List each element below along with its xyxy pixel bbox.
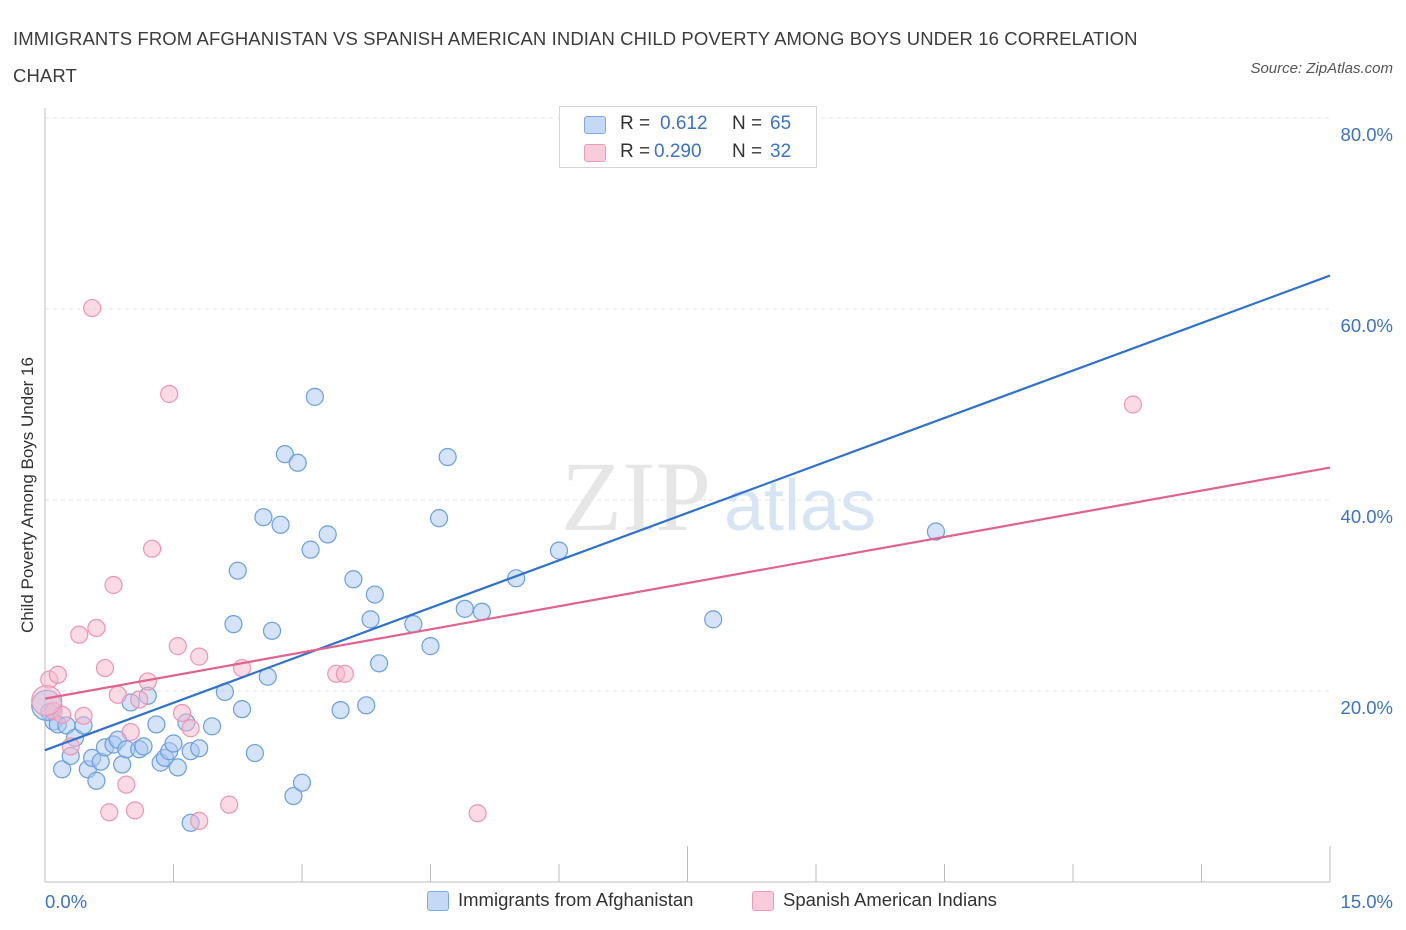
point-spanish-american-indians: [48, 665, 67, 684]
point-afghanistan: [245, 743, 264, 763]
point-spanish-american-indians: [190, 647, 209, 666]
point-spanish-american-indians: [31, 684, 63, 717]
x-tick-label-min: 0.0%: [45, 891, 87, 912]
stats-box: R = 0.612 N = 65 R = 0.290 N = 32: [559, 106, 817, 168]
point-afghanistan: [455, 599, 474, 618]
stats-r-label: R =: [620, 113, 651, 134]
point-afghanistan: [331, 700, 350, 720]
tick-labels: 20.0% 40.0% 60.0% 80.0% 0.0% 15.0%: [45, 124, 1393, 912]
stats-r-value: 0.612: [660, 113, 708, 134]
trend-line-spanish-american-indians: [44, 466, 1331, 700]
point-afghanistan: [284, 786, 303, 806]
legend-label: Spanish American Indians: [783, 889, 997, 910]
stats-n-value: 65: [770, 113, 792, 134]
point-spanish-american-indians: [83, 298, 102, 318]
point-afghanistan: [288, 453, 307, 472]
stats-swatch-afghanistan: [584, 116, 606, 134]
point-afghanistan: [147, 715, 166, 734]
point-afghanistan: [549, 541, 569, 560]
chart-title: IMMIGRANTS FROM AFGHANISTAN VS SPANISH A…: [13, 28, 1138, 86]
point-spanish-american-indians: [172, 703, 192, 723]
point-spanish-american-indians: [100, 803, 119, 822]
stats-n-value: 32: [770, 141, 792, 162]
point-spanish-american-indians: [181, 719, 200, 738]
stats-swatch-spanish-american-indians: [584, 144, 606, 162]
point-afghanistan: [344, 570, 363, 589]
watermark: ZIP atlas: [561, 441, 876, 552]
point-spanish-american-indians: [1123, 395, 1143, 414]
point-spanish-american-indians: [168, 637, 187, 656]
point-afghanistan: [271, 515, 290, 534]
point-spanish-american-indians: [125, 801, 145, 820]
point-afghanistan: [429, 509, 449, 528]
axes: [44, 108, 1331, 883]
point-afghanistan: [305, 387, 324, 406]
point-spanish-american-indians: [142, 539, 162, 558]
stats-r-label: R =: [620, 141, 651, 162]
point-afghanistan: [421, 637, 440, 656]
legend-label: Immigrants from Afghanistan: [458, 889, 694, 910]
point-spanish-american-indians: [335, 664, 354, 683]
point-spanish-american-indians: [87, 618, 106, 638]
point-afghanistan: [164, 734, 183, 753]
point-afghanistan: [53, 760, 72, 779]
y-tick-label: 80.0%: [1341, 124, 1393, 145]
point-afghanistan: [370, 654, 389, 673]
point-afghanistan: [254, 508, 273, 527]
point-spanish-american-indians: [160, 384, 179, 404]
legend-swatch-afghanistan: [427, 891, 449, 911]
point-afghanistan: [168, 758, 187, 777]
point-afghanistan: [357, 696, 376, 715]
point-afghanistan: [318, 525, 337, 544]
point-afghanistan: [228, 561, 247, 580]
point-afghanistan: [224, 615, 243, 634]
point-spanish-american-indians: [220, 795, 239, 814]
point-afghanistan: [232, 700, 252, 719]
watermark-atlas: atlas: [724, 466, 876, 546]
y-tick-label: 40.0%: [1341, 506, 1393, 527]
data-points: [31, 298, 1143, 832]
point-spanish-american-indians: [130, 690, 149, 709]
point-afghanistan: [704, 610, 723, 629]
y-tick-label: 20.0%: [1341, 697, 1393, 718]
point-afghanistan: [292, 773, 312, 792]
point-afghanistan: [301, 540, 320, 559]
point-afghanistan: [404, 615, 423, 634]
point-afghanistan: [134, 737, 153, 756]
point-afghanistan: [112, 755, 132, 774]
point-spanish-american-indians: [108, 685, 127, 704]
point-afghanistan: [365, 585, 384, 604]
y-tick-label: 60.0%: [1341, 315, 1393, 336]
x-tick-label-max: 15.0%: [1341, 891, 1393, 912]
point-afghanistan: [926, 522, 946, 541]
source-label: Source: ZipAtlas.com: [1250, 60, 1393, 77]
point-spanish-american-indians: [74, 706, 93, 725]
point-afghanistan: [361, 610, 380, 629]
point-spanish-american-indians: [70, 625, 89, 644]
stats-n-label: N =: [732, 113, 763, 134]
point-afghanistan: [87, 771, 106, 790]
point-afghanistan: [262, 621, 282, 640]
trend-line-afghanistan: [44, 274, 1331, 752]
point-spanish-american-indians: [121, 722, 140, 742]
legend-swatch-spanish-american-indians: [752, 891, 774, 911]
point-afghanistan: [275, 445, 294, 464]
point-spanish-american-indians: [104, 575, 123, 595]
point-afghanistan: [438, 447, 457, 467]
point-spanish-american-indians: [190, 811, 209, 830]
point-afghanistan: [202, 717, 222, 736]
trend-lines: [44, 274, 1331, 752]
point-afghanistan: [472, 602, 491, 621]
point-spanish-american-indians: [95, 658, 115, 678]
point-spanish-american-indians: [117, 775, 136, 794]
watermark-zip: ZIP: [561, 441, 711, 552]
stats-n-label: N =: [732, 141, 763, 162]
stats-r-value: 0.290: [654, 141, 702, 162]
point-spanish-american-indians: [468, 804, 487, 823]
point-afghanistan: [190, 739, 209, 758]
